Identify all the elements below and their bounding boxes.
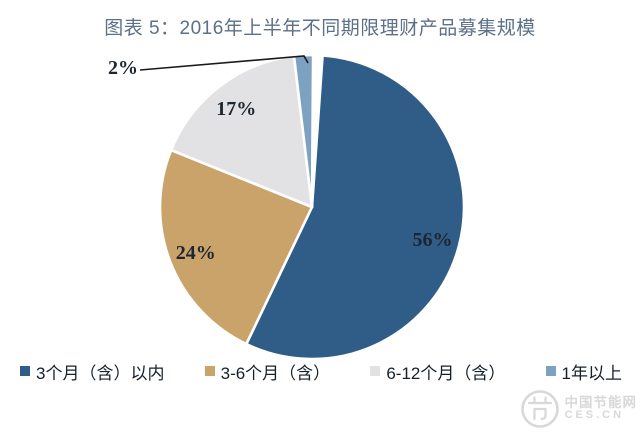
watermark-logo-icon (520, 390, 559, 428)
slice-percent-label: 24% (176, 242, 216, 264)
legend-item-3: 6-12个月（含） (370, 359, 505, 384)
legend-swatch-icon (20, 366, 30, 376)
pie-slice-1 (245, 54, 466, 361)
legend: 3个月（含）以内 3-6个月（含） 6-12个月（含） 1年以上 (20, 359, 622, 383)
legend-swatch-icon (370, 366, 381, 376)
legend-item-2: 3-6个月（含） (204, 359, 331, 384)
watermark-domain: CES.CN (564, 409, 625, 422)
watermark: 中国节能网 CES.CN (519, 388, 638, 430)
legend-item-label: 3个月（含）以内 (36, 363, 165, 383)
legend-item-label: 3-6个月（含） (220, 363, 331, 383)
legend-item-4: 1年以上 (545, 359, 622, 384)
legend-item-label: 6-12个月（含） (386, 363, 506, 383)
legend-item-1: 3个月（含）以内 (20, 359, 164, 384)
legend-swatch-icon (545, 366, 556, 376)
chart-title: 图表 5：2016年上半年不同期限理财产品募集规模 (104, 18, 536, 39)
legend-swatch-icon (204, 366, 215, 376)
legend-item-label: 1年以上 (561, 363, 622, 383)
watermark-site-name: 中国节能网 (564, 395, 637, 411)
watermark-text: 中国节能网 CES.CN (564, 395, 638, 422)
slice-percent-label: 56% (413, 229, 453, 251)
slice-percent-label: 17% (216, 98, 256, 120)
slice-percent-label: 2% (108, 57, 138, 79)
pie-slice-2 (158, 148, 314, 346)
leader-line (139, 55, 309, 71)
